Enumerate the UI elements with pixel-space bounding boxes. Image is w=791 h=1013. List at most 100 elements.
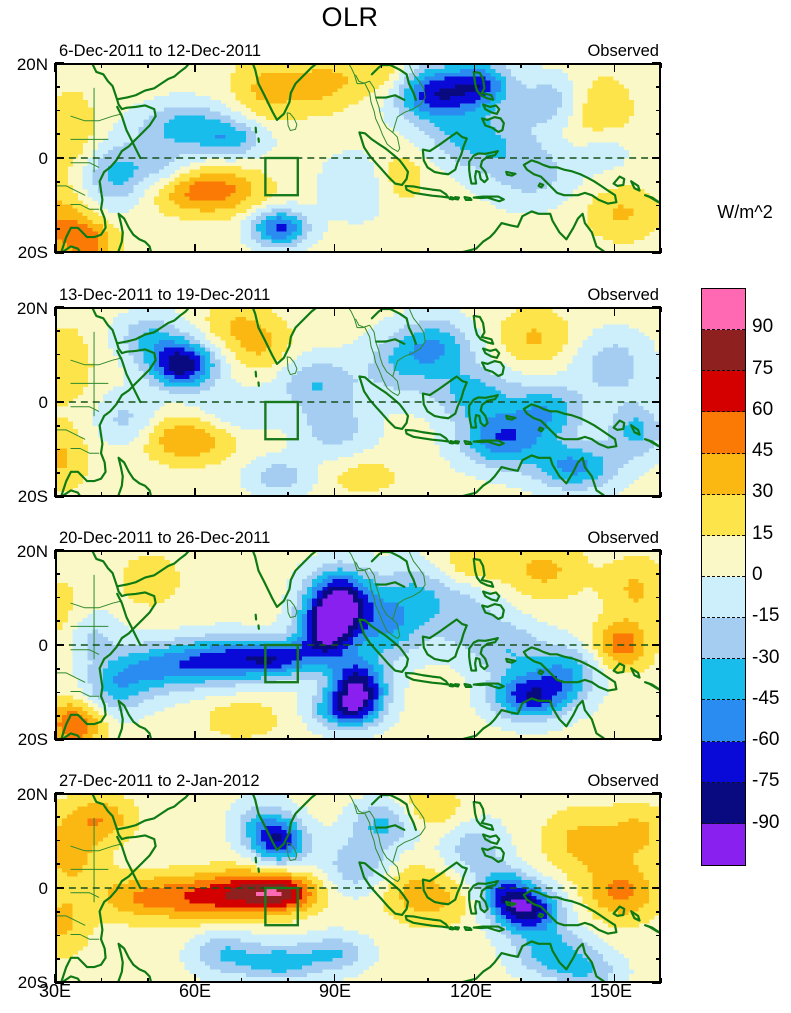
colorbar-tick-neg60: -60 — [752, 729, 780, 751]
panel-source-4: Observed — [587, 772, 659, 790]
y-axis-label-20N-2: 20N — [16, 299, 48, 318]
x-axis-label-30E: 30E — [38, 981, 72, 1001]
coastline — [448, 439, 455, 445]
coastline — [70, 691, 100, 697]
coastline — [117, 212, 152, 251]
coastline — [537, 182, 545, 189]
coastline — [453, 682, 461, 688]
colorbar-unit-label: W/m^2 — [717, 202, 773, 222]
coastline — [630, 910, 641, 922]
coastline — [116, 349, 142, 404]
coastline — [537, 426, 545, 433]
colorbar-band-0 — [702, 289, 745, 331]
coastline — [117, 942, 152, 981]
study-region-box — [264, 156, 299, 197]
coastline — [421, 861, 468, 906]
coastline — [481, 103, 501, 115]
colorbar-band-6 — [702, 535, 745, 577]
y-axis-label-20S-3: 20S — [17, 730, 48, 749]
coastline — [630, 180, 641, 192]
coastline — [370, 309, 385, 320]
coastline — [116, 835, 142, 890]
coastline — [252, 65, 317, 121]
coastline — [468, 393, 499, 429]
coastline — [358, 618, 410, 673]
coastline — [612, 662, 626, 674]
coastline — [522, 646, 618, 692]
coastline — [472, 800, 495, 831]
y-axis-label-0-2: 0 — [38, 393, 48, 412]
coastline — [117, 699, 152, 738]
map-panel-1 — [55, 63, 661, 253]
olr-contour-map-4 — [57, 795, 659, 981]
coastline — [463, 682, 473, 688]
colorbar-band-13 — [702, 823, 745, 865]
coastline — [375, 94, 406, 101]
coastline — [472, 70, 495, 101]
coastline — [421, 131, 468, 176]
colorbar-tick-neg15: -15 — [752, 605, 780, 627]
panel-header-4: 27-Dec-2011 to 2-Jan-2012 Observed — [55, 769, 661, 791]
coastline — [252, 309, 317, 365]
colorbar-tick-60: 60 — [752, 398, 774, 420]
coastline — [252, 552, 317, 608]
x-axis-label-90E: 90E — [318, 981, 352, 1001]
coastline — [612, 905, 626, 917]
colorbar-tick-45: 45 — [752, 440, 774, 462]
coastline — [62, 245, 81, 251]
panel-source-2: Observed — [587, 286, 659, 304]
colorbar-tick-0: 0 — [752, 564, 763, 585]
page-title: OLR — [321, 2, 379, 32]
coastline — [630, 667, 641, 679]
coastline — [116, 592, 142, 647]
coastline — [505, 414, 517, 421]
coastline — [404, 184, 450, 199]
colorbar-band-1 — [702, 330, 745, 372]
colorbar-tick-90: 90 — [752, 316, 774, 338]
coastline — [358, 861, 410, 916]
coastline — [252, 795, 317, 851]
colorbar-tick-neg45: -45 — [752, 687, 780, 709]
coastline — [481, 590, 501, 602]
panel-source-3: Observed — [587, 529, 659, 547]
coastline — [472, 439, 505, 447]
coastline — [522, 403, 618, 449]
colorbar-band-7 — [702, 576, 745, 619]
coastline — [453, 925, 461, 931]
coastline — [612, 175, 626, 187]
x-axis-label-150E: 150E — [589, 981, 633, 1001]
coastline — [348, 309, 401, 397]
coastline — [57, 429, 86, 440]
study-region-box — [264, 400, 299, 441]
coastline — [116, 65, 190, 101]
coastline — [404, 914, 450, 929]
coastline — [505, 657, 517, 664]
coastline — [358, 131, 410, 186]
coastline — [375, 338, 406, 345]
coastline — [505, 900, 517, 907]
coastline — [60, 309, 157, 495]
y-axis-label-0-4: 0 — [38, 879, 48, 898]
coastline — [380, 552, 418, 588]
colorbar-band-8 — [702, 618, 745, 660]
coastline — [453, 195, 461, 201]
coastline — [480, 846, 505, 864]
coastline — [472, 314, 495, 345]
coastline — [370, 65, 385, 76]
coastline — [348, 65, 401, 153]
study-region-box — [264, 643, 299, 684]
coastline — [60, 65, 157, 251]
coastline — [60, 552, 157, 738]
coastline — [537, 669, 545, 676]
study-region-box — [264, 886, 299, 927]
coastline — [643, 438, 659, 448]
colorbar — [701, 288, 746, 866]
colorbar-tick-15: 15 — [752, 522, 774, 544]
panel-period-3: 20-Dec-2011 to 26-Dec-2011 — [59, 529, 271, 547]
coastline — [286, 356, 298, 376]
coastline — [370, 795, 385, 806]
coastline — [348, 552, 401, 640]
coastline — [505, 170, 517, 177]
coastline — [70, 113, 123, 122]
coastline — [612, 419, 626, 431]
